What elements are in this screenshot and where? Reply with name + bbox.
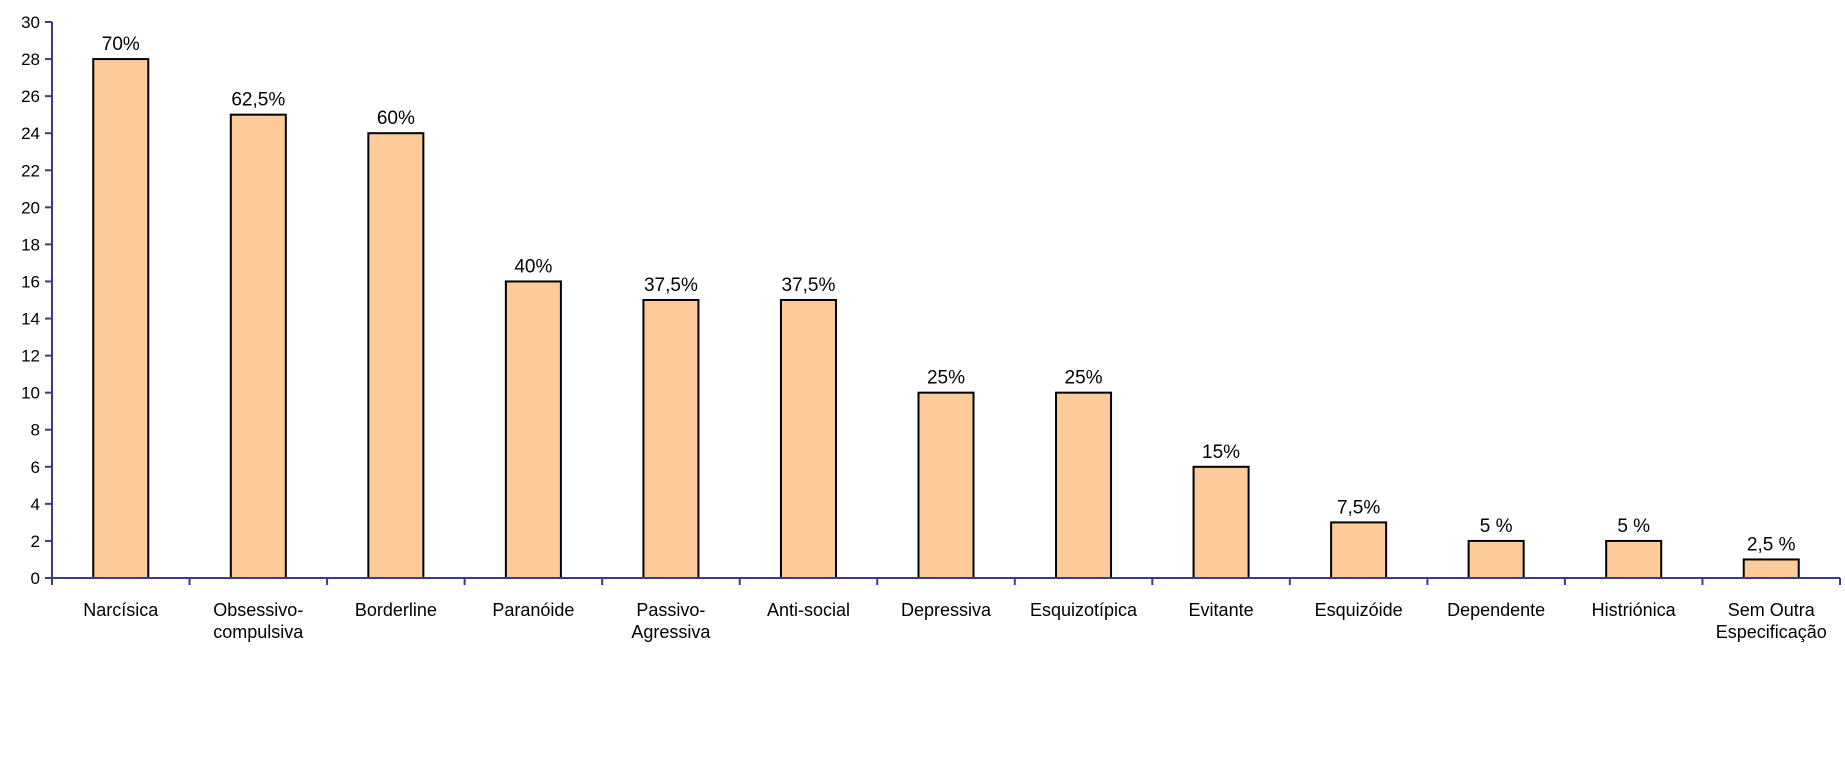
data-label: 37,5% — [782, 275, 836, 296]
x-category-label: Paranóide — [492, 600, 574, 620]
x-category-label: Sem Outra Especificação — [1716, 600, 1827, 642]
x-category-label: Dependente — [1447, 600, 1545, 620]
data-label: 62,5% — [231, 90, 285, 111]
y-tick-label: 24 — [21, 124, 40, 143]
y-tick-label: 30 — [21, 13, 40, 32]
y-tick-label: 16 — [21, 272, 40, 291]
x-category-label: Anti-social — [767, 600, 850, 620]
data-label: 60% — [377, 108, 415, 129]
data-label: 37,5% — [644, 275, 698, 296]
x-axis-labels: Narcísica Obsessivo-compulsiva Borderline P… — [83, 600, 1827, 642]
bars — [92, 58, 1800, 580]
data-label: 15% — [1202, 442, 1240, 463]
bar — [642, 299, 700, 579]
y-tick-label: 8 — [31, 421, 40, 440]
y-tick-label: 28 — [21, 50, 40, 69]
y-tick-label: 14 — [21, 310, 40, 329]
y-tick-label: 20 — [21, 198, 40, 217]
x-category-label: Depressiva — [901, 600, 992, 620]
data-label: 7,5% — [1337, 497, 1380, 518]
bar — [1742, 558, 1800, 580]
bar — [1055, 391, 1113, 579]
x-category-label: Narcísica — [83, 600, 159, 620]
y-tick-label: 26 — [21, 87, 40, 106]
bar — [917, 391, 975, 579]
y-tick-label: 18 — [21, 235, 40, 254]
bar — [1330, 521, 1388, 580]
x-category-label: Evitante — [1189, 600, 1254, 620]
y-tick-label: 22 — [21, 161, 40, 180]
bar — [229, 113, 287, 580]
data-label: 5 % — [1480, 516, 1513, 537]
bar — [1605, 539, 1663, 580]
data-label: 40% — [514, 256, 552, 277]
data-label: 2,5 % — [1747, 534, 1796, 555]
x-category-label: Obsessivo-compulsiva — [213, 600, 304, 642]
x-category-label: Esquizotípica — [1030, 600, 1138, 620]
x-category-label: Borderline — [355, 600, 437, 620]
y-tick-label: 4 — [31, 495, 40, 514]
data-label: 5 % — [1617, 516, 1650, 537]
x-category-label: Esquizóide — [1315, 600, 1403, 620]
y-tick-label: 12 — [21, 347, 40, 366]
data-label: 25% — [927, 368, 965, 389]
y-tick-label: 6 — [31, 458, 40, 477]
bar — [504, 280, 562, 579]
bar — [779, 299, 837, 579]
bar — [1192, 465, 1250, 579]
y-tick-label: 2 — [31, 532, 40, 551]
data-labels: 70% 62,5% 60% 40% 37,5% 37,5% 25% 25% 15% 7,5% 5 %… — [102, 34, 1796, 555]
bar — [92, 58, 150, 580]
x-category-label: Histriónica — [1592, 600, 1677, 620]
data-label: 70% — [102, 34, 140, 55]
data-label: 25% — [1065, 368, 1103, 389]
bar — [367, 132, 425, 579]
x-category-label: Passivo-Agressiva — [631, 600, 711, 642]
y-tick-label: 0 — [31, 569, 40, 588]
y-tick-label: 10 — [21, 384, 40, 403]
bar — [1467, 539, 1525, 580]
